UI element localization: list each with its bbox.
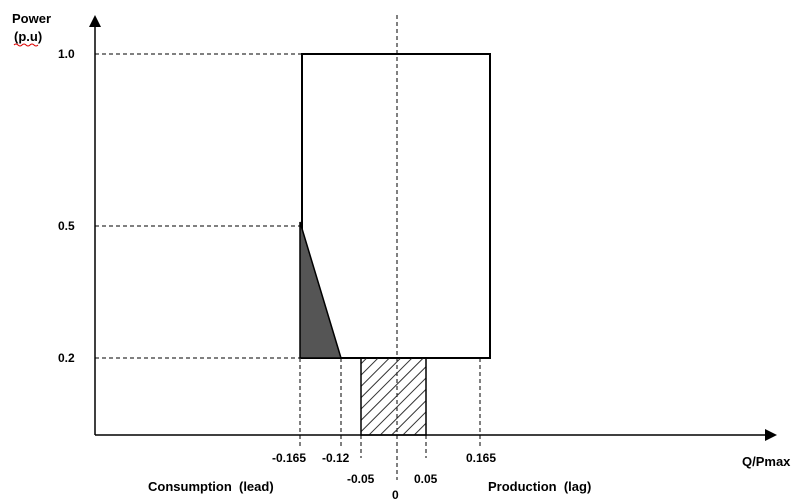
x-tick-neg-012: -0.12 xyxy=(322,451,350,465)
x-tick-pos-005: 0.05 xyxy=(414,472,438,486)
x-tick-zero: 0 xyxy=(392,488,399,502)
x-tick-neg-005: -0.05 xyxy=(347,472,375,486)
x-tick-neg-0165: -0.165 xyxy=(272,451,306,465)
x-axis-label: Q/Pmax xyxy=(742,454,791,469)
lead-triangle xyxy=(299,221,343,359)
consumption-label: Consumption (lead) xyxy=(148,479,274,494)
production-label: Production (lag) xyxy=(488,479,591,494)
y-tick-1-0: 1.0 xyxy=(58,47,75,61)
y-axis-label-unit: (p.u) xyxy=(14,29,42,44)
hatched-region xyxy=(360,357,427,436)
y-axis-label-power: Power xyxy=(12,11,51,26)
capability-rectangle xyxy=(301,53,491,359)
y-tick-0-2: 0.2 xyxy=(58,351,75,365)
y-tick-0-5: 0.5 xyxy=(58,219,75,233)
spellcheck-underline xyxy=(13,43,39,47)
x-tick-pos-0165: 0.165 xyxy=(466,451,496,465)
